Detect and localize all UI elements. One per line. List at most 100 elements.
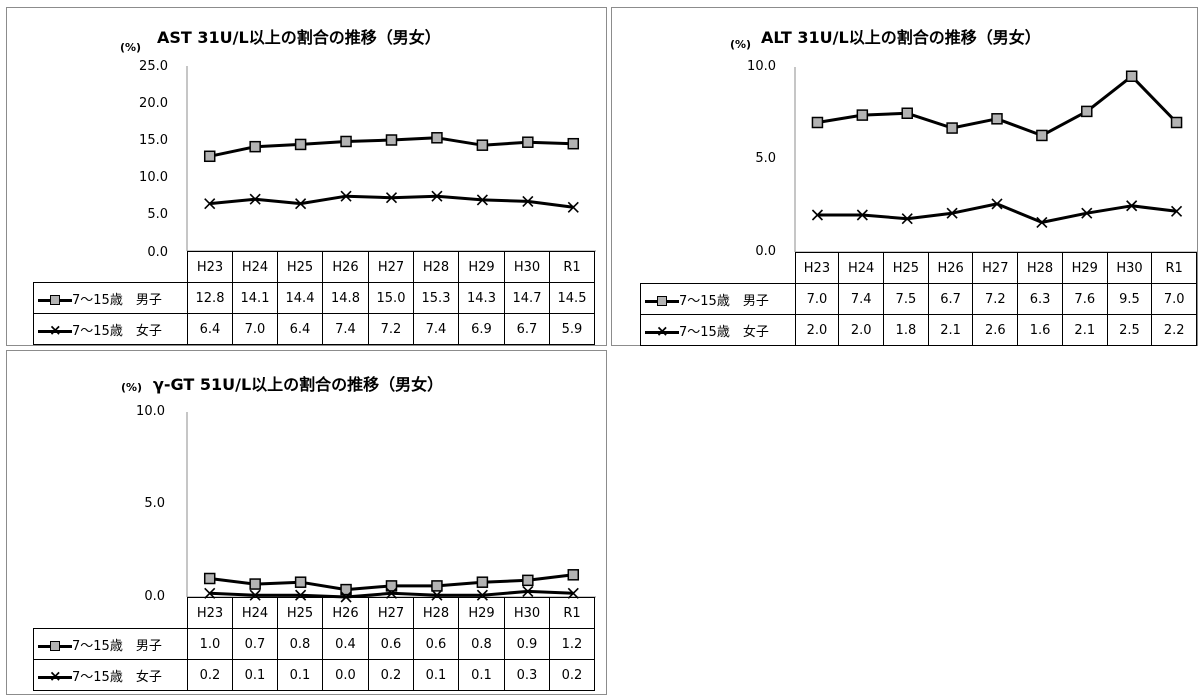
y-tick-label: 10.0	[136, 404, 165, 419]
data-point-x	[1081, 207, 1093, 219]
category-label: H28	[413, 251, 459, 283]
y-tick-label: 15.0	[139, 133, 168, 148]
table-cell: 9.5	[1106, 283, 1153, 315]
series-name: 7～15歳 男子	[72, 638, 162, 654]
category-label: R1	[549, 251, 595, 283]
table-cell: 7.0	[232, 313, 278, 345]
table-cell: 7.2	[368, 313, 414, 345]
data-point-square	[294, 138, 307, 151]
table-cell: 0.2	[187, 659, 233, 691]
chart-panel-alt: ALT 31U/L以上の割合の推移（男女） (%) 10.0 5.0 0.0 H…	[611, 7, 1198, 346]
table-cell: 1.2	[549, 628, 595, 660]
data-point-x	[901, 213, 913, 225]
data-point-square	[946, 122, 958, 134]
series-line-male	[817, 74, 1178, 137]
table-cell: 15.0	[368, 282, 414, 314]
data-point-square	[567, 137, 580, 150]
category-label: H30	[504, 251, 550, 283]
series-name: 7～15歳 女子	[72, 323, 162, 339]
data-point-square	[991, 113, 1003, 125]
data-point-x	[856, 209, 868, 221]
category-label: H26	[927, 252, 974, 284]
category-label: H27	[368, 251, 414, 283]
table-cell: 0.6	[413, 628, 459, 660]
data-point-square	[1125, 70, 1138, 82]
chart-title: ALT 31U/L以上の割合の推移（男女）	[761, 28, 1041, 47]
table-row-female: × 7～15歳 女子 0.2 0.1 0.1 0.0 0.2 0.1 0.1 0.…	[33, 659, 595, 691]
series-name: 7～15歳 男子	[72, 292, 162, 308]
y-tick-label: 10.0	[139, 170, 168, 185]
data-table: H23 H24 H25 H26 H27 H28 H29 H30 R1 7～15歳…	[33, 251, 595, 345]
data-point-square	[294, 576, 307, 588]
table-header-row: H23 H24 H25 H26 H27 H28 H29 H30 R1	[34, 597, 595, 629]
table-cell: 0.1	[232, 659, 278, 691]
data-point-x	[567, 587, 579, 599]
series-label: × 7～15歳 女子	[640, 314, 796, 346]
category-label: H28	[413, 597, 459, 629]
table-cell: 7.4	[413, 313, 459, 345]
data-point-square	[856, 109, 869, 121]
square-marker-legend-icon	[38, 294, 72, 306]
data-point-square	[249, 140, 261, 153]
category-label: H27	[972, 252, 1019, 284]
data-point-x	[295, 198, 307, 210]
series-label: 7～15歳 男子	[640, 283, 796, 315]
table-row-male: 7～15歳 男子 7.0 7.4 7.5 6.7 7.2 6.3 7.6 9.5…	[640, 283, 1197, 315]
y-unit-label: (%)	[120, 41, 142, 54]
data-point-x	[1126, 200, 1138, 212]
data-point-x	[385, 587, 398, 599]
category-label: H23	[187, 251, 233, 283]
table-cell: 0.1	[458, 659, 505, 691]
table-cell: 0.6	[368, 628, 414, 660]
data-point-square	[1081, 105, 1093, 118]
table-cell: 7.2	[972, 283, 1019, 315]
table-cell: 14.7	[504, 282, 550, 314]
data-point-x	[522, 585, 534, 598]
data-point-square	[567, 569, 580, 581]
category-label: H24	[838, 252, 885, 284]
y-tick-label: 5.0	[755, 151, 776, 166]
data-point-square	[203, 572, 216, 585]
category-label: H25	[277, 597, 323, 629]
data-point-square	[522, 136, 534, 148]
x-marker-legend-icon: ×	[38, 667, 72, 685]
table-cell: 6.7	[927, 283, 974, 315]
table-cell: 1.6	[1017, 314, 1063, 346]
table-cell: 6.3	[1017, 283, 1063, 315]
data-point-x	[811, 209, 824, 221]
y-tick-label: 0.0	[147, 245, 168, 260]
series-name: 7～15歳 男子	[679, 293, 769, 309]
plot-area	[186, 412, 596, 603]
data-point-square	[431, 580, 443, 592]
y-unit-label: (%)	[121, 381, 143, 394]
category-label: H24	[232, 597, 278, 629]
table-cell: 14.5	[549, 282, 595, 314]
table-header-row: H23 H24 H25 H26 H27 H28 H29 H30 R1	[641, 252, 1197, 284]
y-tick-label: 25.0	[139, 59, 168, 74]
category-label: H25	[883, 252, 929, 284]
square-marker-legend-icon	[645, 295, 679, 307]
y-tick-label: 0.0	[144, 589, 165, 604]
table-cell: 2.5	[1106, 314, 1153, 346]
table-cell: 0.9	[504, 628, 550, 660]
data-point-x	[249, 193, 261, 205]
table-row-female: × 7～15歳 女子 2.0 2.0 1.8 2.1 2.6 1.6 2.1 2.…	[640, 314, 1197, 346]
y-tick-label: 0.0	[755, 244, 776, 259]
table-cell: 14.8	[322, 282, 369, 314]
table-cell: 0.4	[322, 628, 369, 660]
data-point-square	[203, 150, 216, 163]
table-cell: 2.1	[927, 314, 974, 346]
table-cell: 7.0	[794, 283, 840, 315]
series-label: × 7～15歳 女子	[33, 659, 188, 691]
data-point-x	[567, 201, 579, 213]
table-cell: 1.8	[883, 314, 929, 346]
table-cell: 7.4	[322, 313, 369, 345]
table-cell: 14.4	[277, 282, 323, 314]
table-cell: 0.2	[549, 659, 595, 691]
data-point-square	[476, 576, 489, 588]
category-label: H27	[368, 597, 414, 629]
table-cell: 6.9	[458, 313, 505, 345]
data-point-x	[204, 198, 216, 210]
table-cell: 6.7	[504, 313, 550, 345]
data-point-x	[522, 195, 534, 207]
